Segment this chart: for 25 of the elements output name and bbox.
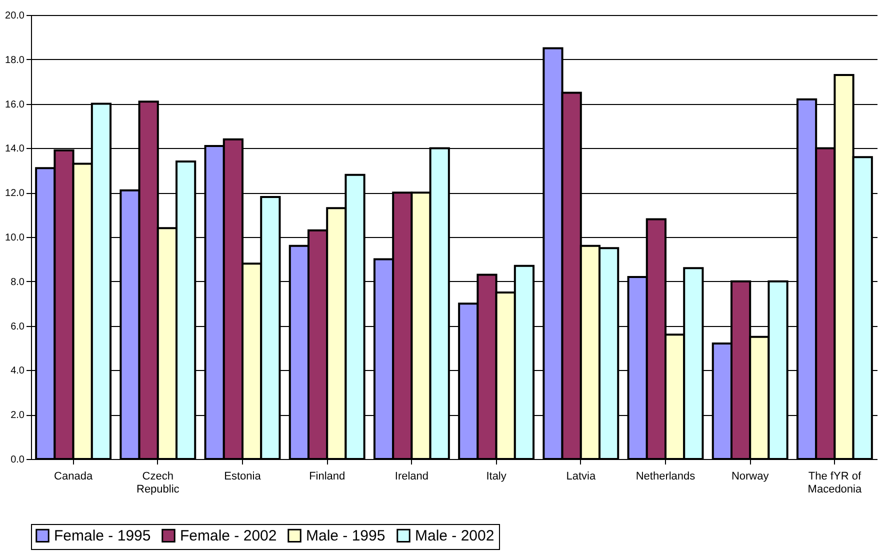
legend-label: Female - 2002	[180, 528, 277, 545]
x-tick-label: Norway	[731, 470, 770, 482]
y-tick-label: 6.0	[10, 321, 25, 332]
x-tick-label: Canada	[54, 470, 94, 482]
x-tick-label: Finland	[309, 470, 346, 482]
y-tick-label: 2.0	[10, 410, 25, 422]
y-tick-label: 12.0	[5, 188, 25, 200]
y-tick-label: 0.0	[10, 454, 25, 466]
x-tick-label: Estonia	[224, 470, 262, 482]
x-tick-label: Latvia	[566, 470, 596, 482]
y-tick-label: 4.0	[10, 366, 25, 377]
x-tick-label: Italy	[486, 470, 507, 482]
x-tick-label: Czech Republic	[136, 470, 180, 496]
x-tick-label: The fYR of Macedonia	[808, 470, 862, 496]
y-tick-label: 8.0	[10, 276, 25, 288]
y-tick-label: 16.0	[5, 99, 25, 110]
legend-label: Male - 1995	[306, 528, 386, 545]
legend-label: Female - 1995	[54, 528, 151, 545]
y-tick-label: 14.0	[5, 144, 25, 155]
x-tick-label: Netherlands	[636, 470, 696, 482]
x-tick-label: Ireland	[394, 470, 429, 482]
y-tick-label: 10.0	[5, 232, 25, 244]
y-tick-label: 18.0	[5, 54, 25, 66]
legend-label: Male - 2002	[415, 528, 494, 545]
y-tick-label: 20.0	[5, 10, 25, 22]
